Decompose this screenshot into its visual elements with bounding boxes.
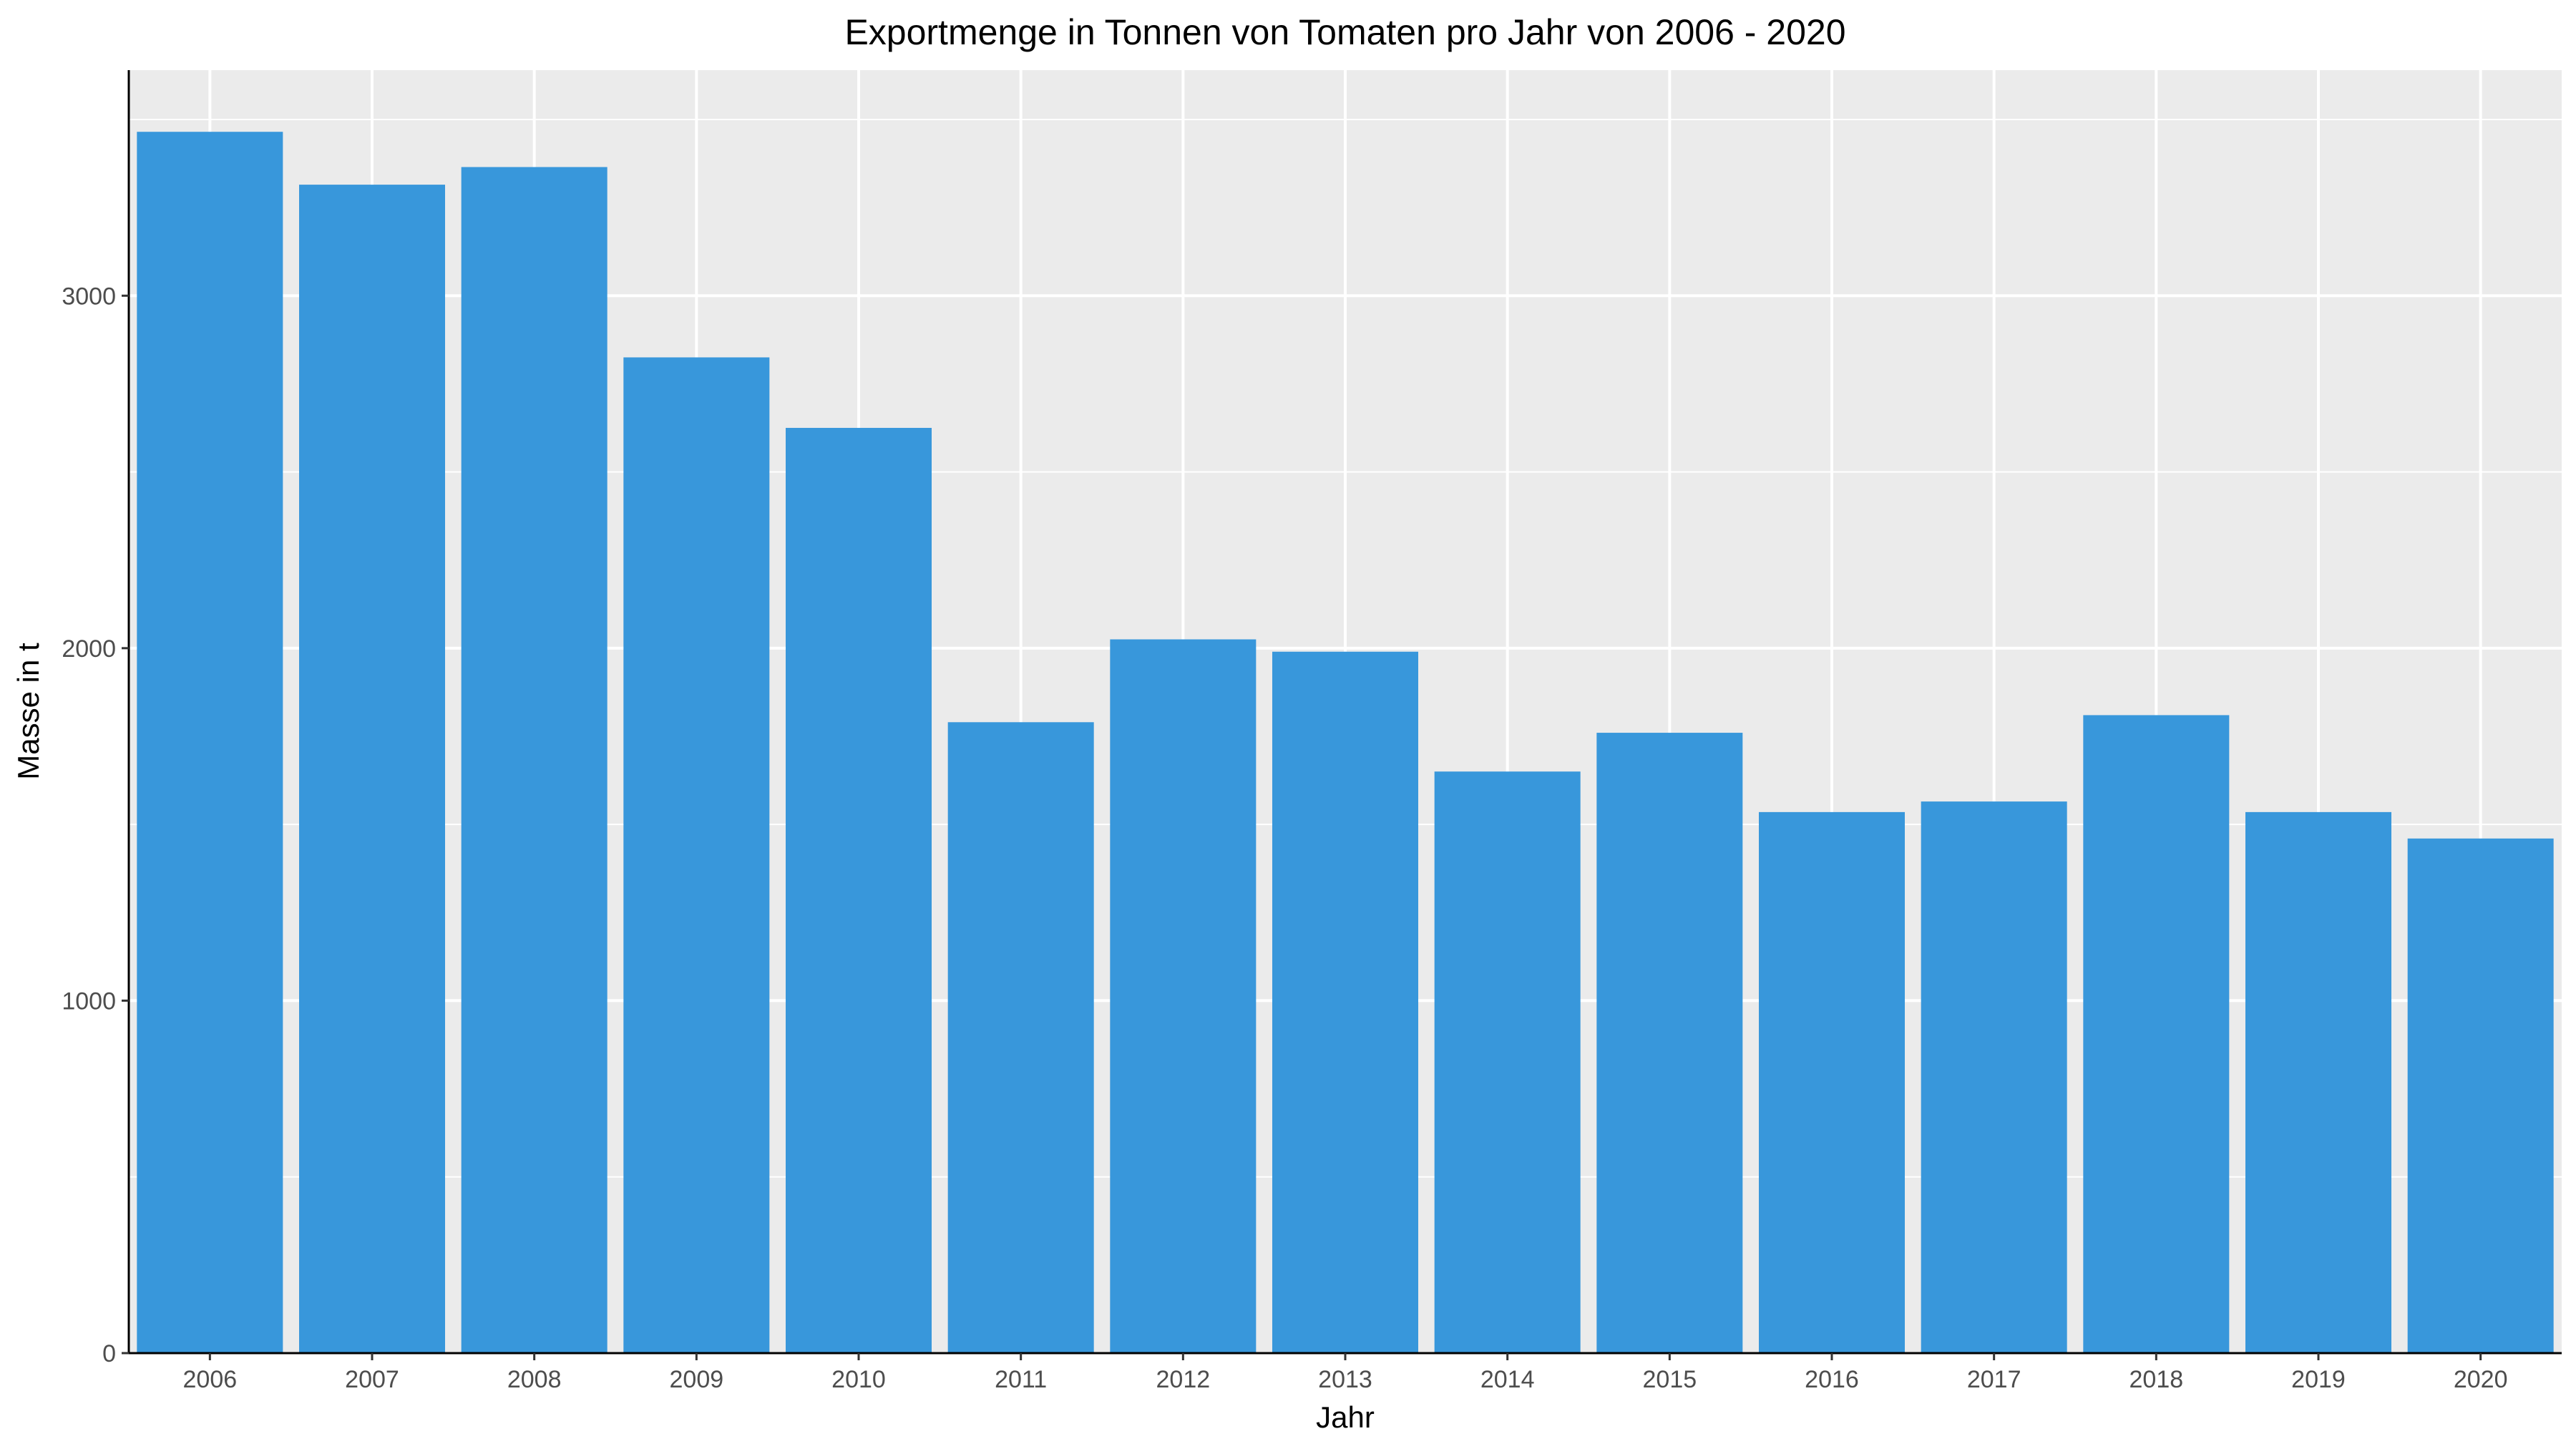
- x-tick-label: 2019: [2291, 1366, 2346, 1393]
- x-tick-label: 2015: [1643, 1366, 1697, 1393]
- y-tick-label: 2000: [62, 635, 116, 663]
- x-axis-title: Jahr: [1316, 1400, 1375, 1434]
- x-axis-ticks: 2006 2007 2008 2009 2010 2011 2012 2013 2014 2015…: [183, 1353, 2508, 1393]
- x-tick-label: 2013: [1318, 1366, 1372, 1393]
- x-tick-label: 2012: [1156, 1366, 1211, 1393]
- bar-2017: [1921, 801, 2067, 1353]
- chart-title: Exportmenge in Tonnen von Tomaten pro Ja…: [844, 12, 1845, 52]
- x-tick-label: 2018: [2129, 1366, 2184, 1393]
- bar-2018: [2083, 715, 2230, 1353]
- bar-2019: [2245, 811, 2391, 1353]
- x-tick-label: 2006: [183, 1366, 238, 1393]
- bar-2012: [1110, 639, 1257, 1353]
- y-axis-ticks: 0 1000 2000 3000: [62, 283, 129, 1367]
- x-tick-label: 2007: [345, 1366, 399, 1393]
- bar-2014: [1434, 771, 1581, 1353]
- x-tick-label: 2010: [831, 1366, 886, 1393]
- x-tick-label: 2008: [507, 1366, 562, 1393]
- x-tick-label: 2016: [1805, 1366, 1859, 1393]
- bar-2011: [947, 722, 1094, 1353]
- y-axis-title: Masse in t: [11, 643, 45, 780]
- x-tick-label: 2017: [1967, 1366, 2021, 1393]
- bar-2008: [461, 167, 608, 1353]
- bar-2016: [1759, 811, 1905, 1353]
- y-tick-label: 0: [102, 1340, 116, 1367]
- bar-2013: [1272, 651, 1418, 1353]
- x-tick-label: 2014: [1480, 1366, 1535, 1393]
- bar-2006: [137, 132, 283, 1354]
- x-tick-label: 2009: [670, 1366, 724, 1393]
- bar-2009: [623, 357, 770, 1353]
- bar-2020: [2407, 838, 2554, 1353]
- bars-group: [137, 132, 2554, 1354]
- bar-2010: [786, 427, 932, 1353]
- x-tick-label: 2020: [2454, 1366, 2508, 1393]
- y-tick-label: 3000: [62, 283, 116, 310]
- bar-2007: [299, 185, 445, 1353]
- x-tick-label: 2011: [995, 1366, 1047, 1393]
- y-tick-label: 1000: [62, 987, 116, 1015]
- bar-2015: [1596, 733, 1743, 1353]
